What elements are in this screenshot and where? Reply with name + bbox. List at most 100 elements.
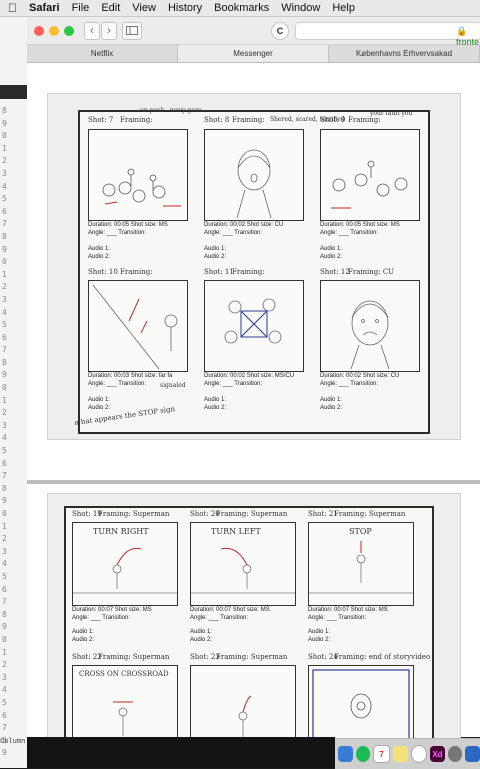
tab-messenger[interactable]: Messenger <box>178 45 329 62</box>
audio1-shot-11: Audio 1: <box>204 397 227 403</box>
framing-label-11: Framing: <box>232 268 265 276</box>
status-column-label: Column <box>0 737 26 745</box>
duration-shot-21: Duration: 00:07 Shot size: MS <box>308 607 388 613</box>
menu-view[interactable]: View <box>123 2 156 14</box>
app-store-icon[interactable] <box>465 746 480 762</box>
menu-edit[interactable]: Edit <box>92 2 120 14</box>
framing-label-21: Framing: Superman <box>334 510 406 518</box>
calendar-icon[interactable]: 7 <box>373 745 390 763</box>
panel-text-19: TURN RIGHT <box>93 527 149 536</box>
tab-kobenhavns-erhvervsakademi[interactable]: Københavns Erhvervsakad <box>329 45 480 62</box>
url-text: 🔒 fronte <box>456 26 480 47</box>
line-number: 3 <box>2 294 7 304</box>
line-number: 2 <box>2 156 7 166</box>
line-number: 1 <box>2 395 7 405</box>
line-number: 8 <box>2 231 7 241</box>
zoom-window-button[interactable] <box>64 26 74 36</box>
framing-label-23: Framing: Superman <box>216 653 288 661</box>
notes-icon[interactable] <box>392 746 408 762</box>
menu-help[interactable]: Help <box>323 2 355 14</box>
finder-icon[interactable] <box>338 746 353 762</box>
back-button[interactable]: ‹ <box>84 22 100 40</box>
line-number: 3 <box>2 672 7 682</box>
sketch-cross-shot-22 <box>113 701 133 736</box>
system-preferences-icon[interactable] <box>447 746 463 762</box>
audio1-shot-8: Audio 1: <box>204 246 227 252</box>
audio2-shot-9: Audio 2: <box>320 254 343 260</box>
browser-toolbar: ‹ › C 🔒 fronte <box>27 17 480 47</box>
sidebar-icon <box>126 26 138 35</box>
line-number: 5 <box>2 571 7 581</box>
frame-shot-9 <box>320 129 420 221</box>
storyboard-photo-2: Shot: 19 Framing: Superman TURN RIGHT Du… <box>47 493 461 739</box>
angle-shot-12: Angle: ___ Transition: <box>320 381 379 387</box>
sketch-bikes-shot-9 <box>331 160 408 209</box>
line-number: 4 <box>2 433 7 443</box>
frame-shot-21: STOP <box>308 522 414 606</box>
line-number: 6 <box>2 710 7 720</box>
line-number: 8 <box>2 609 7 619</box>
audio1-shot-10: Audio 1: <box>88 397 111 403</box>
line-number: 8 <box>2 106 7 115</box>
shot-label-7: Shot: 7 <box>88 116 114 124</box>
line-number: 9 <box>2 370 7 380</box>
line-number: 9 <box>2 244 7 254</box>
line-number: 1 <box>2 143 7 153</box>
line-number: 8 <box>2 735 7 745</box>
duration-shot-9: Duration: 00:05 Shot size: MS <box>320 222 400 228</box>
sketch-bikes-shot-7 <box>102 168 181 207</box>
storyboard-sheet-2: Shot: 19 Framing: Superman TURN RIGHT Du… <box>64 506 434 738</box>
frame-shot-8 <box>204 129 304 221</box>
website-settings-icon[interactable]: C <box>271 22 289 40</box>
audio2-shot-11: Audio 2: <box>204 405 227 411</box>
line-number: 2 <box>2 534 7 544</box>
line-number: 7 <box>2 345 7 355</box>
line-number: 0 <box>2 383 7 393</box>
menu-app-safari[interactable]: Safari <box>20 2 60 14</box>
duration-shot-19: Duration: 00:07 Shot size: MS <box>72 607 152 613</box>
shot-label-22: Shot: 22 <box>72 653 102 661</box>
dock: 7 Xd <box>335 738 480 769</box>
close-window-button[interactable] <box>34 26 44 36</box>
line-number: 7 <box>2 471 7 481</box>
audio2-shot-20: Audio 2: <box>190 637 213 643</box>
line-number: 0 <box>2 257 7 267</box>
frame-shot-24 <box>308 665 414 738</box>
minimize-window-button[interactable] <box>49 26 59 36</box>
forward-button[interactable]: › <box>101 22 117 40</box>
menu-file[interactable]: File <box>62 2 90 14</box>
spotify-icon[interactable] <box>355 746 371 762</box>
storyboard-photo-1: Shot: 7 Framing: un pack - wavy gaze Dur… <box>47 93 461 440</box>
note-shot-9: your fault you <box>370 110 413 117</box>
line-number: 9 <box>2 748 7 758</box>
apple-icon[interactable]:  <box>8 0 17 16</box>
address-bar[interactable]: 🔒 fronte <box>295 22 480 47</box>
sketch-crowd-shot-11 <box>224 298 282 344</box>
chevron-left-icon: ‹ <box>90 23 94 37</box>
audio1-shot-7: Audio 1: <box>88 246 111 252</box>
framing-label-24: Framing: end of storyvideo <box>334 653 431 661</box>
adobe-xd-icon[interactable]: Xd <box>430 746 445 762</box>
sidebar-button[interactable] <box>122 22 142 40</box>
framing-label-19: Framing: Superman <box>98 510 170 518</box>
photos-icon[interactable] <box>410 745 428 763</box>
note-shot-8: Shered, scared, terrified <box>270 116 345 123</box>
frame-shot-19: TURN RIGHT <box>72 522 178 606</box>
duration-shot-10: Duration: 00:03 Shot size: far fa <box>88 373 173 379</box>
audio1-shot-21: Audio 1: <box>308 629 331 635</box>
framing-label-8: Framing: <box>232 116 265 124</box>
line-number: 9 <box>2 118 7 128</box>
sketch-sad-face-shot-12 <box>350 300 390 370</box>
menu-window[interactable]: Window <box>272 2 320 14</box>
shot-label-21: Shot: 21 <box>308 510 338 518</box>
line-number: 8 <box>2 483 7 493</box>
framing-label-7: Framing: <box>120 116 153 124</box>
framing-label-22: Framing: Superman <box>98 653 170 661</box>
line-number: 4 <box>2 181 7 191</box>
menu-history[interactable]: History <box>158 2 202 14</box>
sketch-figure-shot-23 <box>238 695 252 738</box>
tab-netflix[interactable]: Netflix <box>27 45 178 62</box>
frame-shot-12 <box>320 280 420 372</box>
line-number: 2 <box>2 408 7 418</box>
menu-bookmarks[interactable]: Bookmarks <box>205 2 269 14</box>
